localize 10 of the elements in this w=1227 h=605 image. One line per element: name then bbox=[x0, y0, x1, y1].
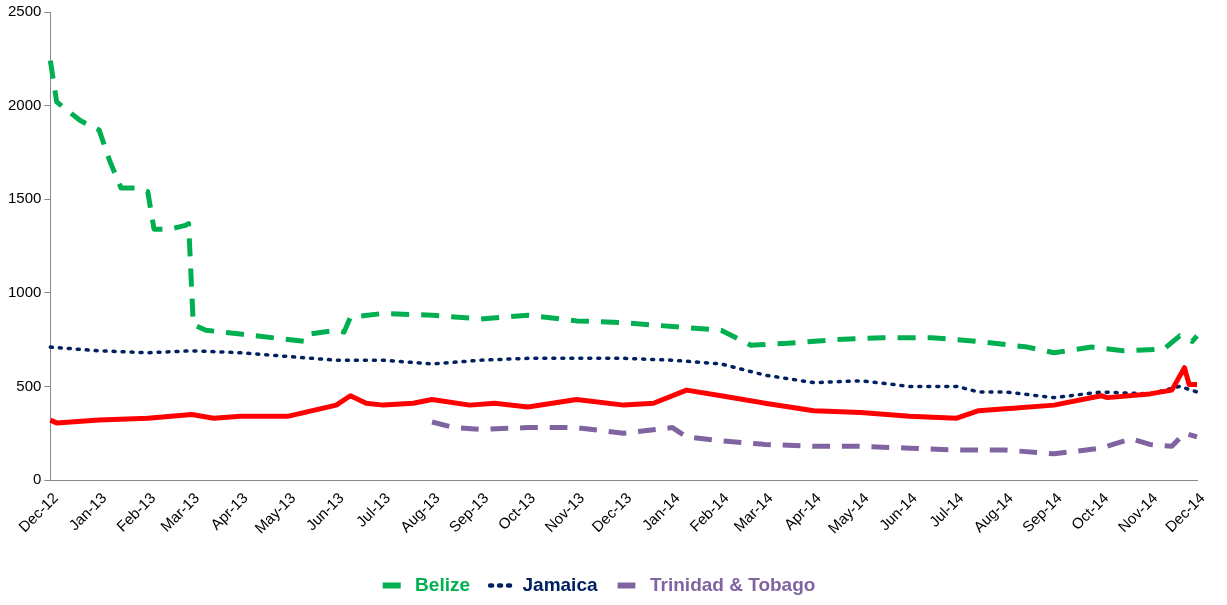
line-series bbox=[48, 345, 1199, 400]
y-tick-label: 2500 bbox=[7, 2, 42, 20]
y-tick-label: 0 bbox=[33, 470, 42, 488]
legend-label: Jamaica bbox=[522, 573, 598, 595]
y-tick-label: 1000 bbox=[7, 282, 42, 300]
legend-label: Belize bbox=[415, 573, 471, 595]
y-tick-label: 500 bbox=[16, 376, 42, 394]
y-tick-label: 2000 bbox=[7, 95, 42, 113]
y-tick-label: 1500 bbox=[7, 189, 42, 207]
legend-label: Trinidad & Tobago bbox=[650, 573, 816, 595]
